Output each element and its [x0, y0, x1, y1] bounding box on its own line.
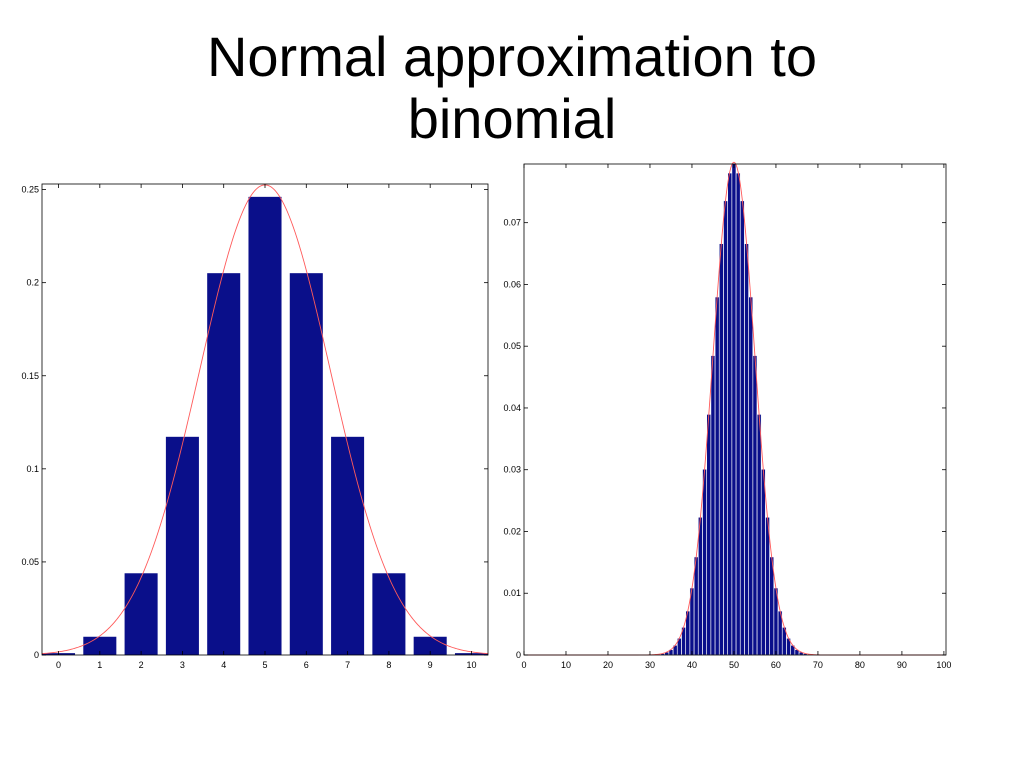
x-tick-label: 10 — [466, 660, 476, 670]
x-tick-label: 7 — [345, 660, 350, 670]
x-axis: 0 1 2 3 4 5 6 7 8 9 10 — [56, 184, 476, 670]
x-tick-label: 90 — [897, 660, 907, 670]
binomial-n10-chart: 0 1 2 3 4 5 6 7 8 9 10 0 0.05 0.1 0.15 0.2 0.25 — [21, 183, 489, 670]
slide-title-line-1: Normal approximation to — [206, 25, 818, 88]
x-tick-label: 10 — [561, 660, 571, 670]
bar-50 — [731, 163, 737, 656]
y-tick-label: 0 — [516, 650, 521, 660]
bar-47 — [719, 243, 724, 656]
x-tick-label: 40 — [687, 660, 697, 670]
x-tick-label: 2 — [139, 660, 144, 670]
bar-2 — [124, 573, 158, 655]
x-tick-label: 20 — [603, 660, 613, 670]
x-tick-label: 9 — [428, 660, 433, 670]
bar-48 — [723, 200, 728, 656]
bar-43 — [702, 469, 707, 656]
bar-52 — [740, 200, 745, 656]
x-tick-label: 0 — [56, 660, 61, 670]
y-axis: 0 0.05 0.1 0.15 0.2 0.25 — [21, 185, 488, 660]
bar-49 — [727, 172, 732, 656]
y-tick-label: 0.01 — [503, 588, 521, 598]
x-tick-label: 8 — [386, 660, 391, 670]
x-tick-label: 0 — [521, 660, 526, 670]
y-tick-label: 0.02 — [503, 526, 521, 536]
axes-box — [523, 163, 947, 656]
y-tick-label: 0.04 — [503, 403, 521, 413]
x-tick-label: 5 — [262, 660, 267, 670]
bar-7 — [331, 436, 365, 655]
x-tick-label: 60 — [771, 660, 781, 670]
y-tick-label: 0.15 — [21, 371, 39, 381]
bar-55 — [752, 355, 758, 656]
bar-53 — [744, 243, 749, 656]
y-tick-label: 0.25 — [21, 185, 39, 195]
bar-5 — [248, 196, 282, 655]
y-tick-label: 0.05 — [503, 341, 521, 351]
slide-title-line-2: binomial — [407, 87, 617, 150]
bar-51 — [735, 172, 741, 656]
x-tick-label: 100 — [936, 660, 951, 670]
x-tick-label: 50 — [729, 660, 739, 670]
bar-46 — [714, 296, 720, 656]
x-tick-label: 30 — [645, 660, 655, 670]
y-tick-label: 0.05 — [21, 557, 39, 567]
bar-54 — [748, 296, 753, 656]
y-tick-label: 0.2 — [26, 278, 39, 288]
y-axis: 0 0.01 0.02 0.03 0.04 0.05 0.06 0.07 — [503, 218, 946, 660]
bar-4 — [207, 273, 241, 655]
binomial-n100-chart: 0 10 20 30 40 50 60 70 80 90 10000.010.020.030.040… — [503, 161, 951, 670]
x-tick-label: 70 — [813, 660, 823, 670]
x-tick-label: 4 — [221, 660, 226, 670]
bars — [42, 196, 488, 655]
slide-title: Normal approximation to binomial — [0, 26, 1024, 150]
x-tick-label: 3 — [180, 660, 185, 670]
bar-8 — [372, 573, 406, 655]
y-tick-label: 0 — [34, 650, 39, 660]
bar-42 — [698, 517, 703, 656]
bar-6 — [289, 273, 323, 655]
y-tick-label: 0.07 — [503, 218, 521, 228]
bar-3 — [165, 436, 199, 655]
x-tick-label: 80 — [855, 660, 865, 670]
x-tick-label: 6 — [304, 660, 309, 670]
bar-58 — [765, 517, 770, 656]
x-axis: 0 10 20 30 40 50 60 70 80 90 100 — [521, 164, 951, 670]
bar-56 — [756, 414, 762, 656]
y-tick-label: 0.06 — [503, 279, 521, 289]
x-tick-label: 1 — [97, 660, 102, 670]
bar-57 — [761, 469, 766, 656]
bars — [605, 163, 863, 656]
bar-45 — [710, 355, 716, 656]
y-tick-label: 0.1 — [26, 464, 39, 474]
y-tick-label: 0.03 — [503, 465, 521, 475]
bar-44 — [706, 414, 712, 656]
